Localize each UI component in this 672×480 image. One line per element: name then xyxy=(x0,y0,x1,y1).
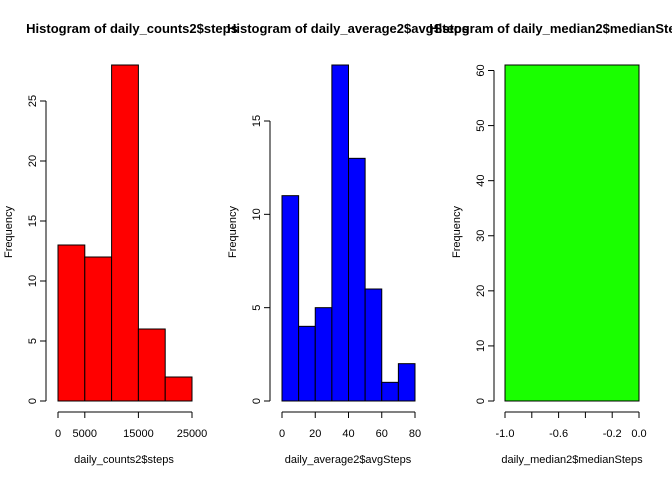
chart-title: Histogram of daily_median2$medianSteps xyxy=(429,21,672,36)
y-tick-label: 25 xyxy=(27,95,39,107)
x-axis: 0 5000 15000 25000 xyxy=(55,411,208,440)
y-axis-label: Frequency xyxy=(227,206,239,258)
y-axis-label: Frequency xyxy=(3,206,15,258)
bar-group xyxy=(281,64,416,402)
x-tick-label: -0.2 xyxy=(603,428,622,440)
histogram-bar xyxy=(314,307,333,402)
y-tick-label: 5 xyxy=(251,305,263,311)
chart-title: Histogram of daily_average2$avgSteps xyxy=(227,21,469,36)
x-tick-label: 0 xyxy=(55,428,61,440)
x-tick-label: -0.6 xyxy=(549,428,568,440)
x-tick-label: 0 xyxy=(279,428,285,440)
x-axis: 0 20 40 60 80 xyxy=(279,411,421,440)
x-tick-label: 25000 xyxy=(177,428,208,440)
y-tick-label: 50 xyxy=(475,119,487,131)
y-tick-label: 40 xyxy=(475,175,487,187)
y-tick-label: 30 xyxy=(475,230,487,242)
y-tick-label: 60 xyxy=(475,64,487,76)
histogram-bar xyxy=(504,64,640,402)
y-tick-label: 10 xyxy=(251,208,263,220)
y-axis-label: Frequency xyxy=(451,206,463,258)
histogram-bar xyxy=(57,244,86,402)
x-tick-label: 5000 xyxy=(73,428,97,440)
y-tick-label: 10 xyxy=(475,340,487,352)
x-tick-label: 80 xyxy=(409,428,421,440)
x-axis-label: daily_average2$avgSteps xyxy=(285,454,412,466)
histogram-bar xyxy=(137,328,166,402)
y-tick-label: 5 xyxy=(27,338,39,344)
bar-group xyxy=(57,64,193,402)
y-tick-label: 0 xyxy=(475,398,487,404)
y-axis: 0 5 10 15 xyxy=(251,115,271,404)
x-tick-label: 60 xyxy=(376,428,388,440)
histogram-bar xyxy=(331,64,349,402)
histogram-bar xyxy=(381,381,399,402)
histogram-panel-avg-steps: Histogram of daily_average2$avgSteps dai… xyxy=(227,21,469,466)
y-tick-label: 20 xyxy=(27,155,39,167)
x-tick-label: 15000 xyxy=(123,428,154,440)
x-tick-label: 20 xyxy=(309,428,321,440)
y-tick-label: 10 xyxy=(27,275,39,287)
x-axis: -1.0 -0.6 -0.2 0.0 xyxy=(496,411,647,440)
x-tick-label: 40 xyxy=(342,428,354,440)
histogram-bar xyxy=(348,157,366,402)
bar-group xyxy=(504,64,640,402)
histogram-bar xyxy=(281,195,300,402)
histogram-bar xyxy=(111,64,139,402)
histogram-bar xyxy=(397,363,416,402)
histogram-bar xyxy=(364,288,383,402)
y-tick-label: 15 xyxy=(27,215,39,227)
x-axis-label: daily_counts2$steps xyxy=(74,454,174,466)
histogram-bar xyxy=(298,325,316,402)
x-tick-label: 0.0 xyxy=(631,428,646,440)
histogram-bar xyxy=(164,376,193,402)
y-axis: 0 10 20 30 40 50 60 xyxy=(475,64,495,404)
chart-title: Histogram of daily_counts2$steps xyxy=(26,21,238,36)
histogram-panel-median-steps: Histogram of daily_median2$medianSteps d… xyxy=(429,21,672,466)
x-tick-label: -1.0 xyxy=(496,428,515,440)
y-tick-label: 0 xyxy=(27,398,39,404)
histogram-panel-steps: Histogram of daily_counts2$steps daily_c… xyxy=(3,21,238,466)
y-tick-label: 15 xyxy=(251,115,263,127)
histogram-bar xyxy=(84,256,113,402)
y-axis: 0 5 10 15 20 25 xyxy=(27,95,47,404)
y-tick-label: 20 xyxy=(475,285,487,297)
y-tick-label: 0 xyxy=(251,398,263,404)
x-axis-label: daily_median2$medianSteps xyxy=(501,454,643,466)
